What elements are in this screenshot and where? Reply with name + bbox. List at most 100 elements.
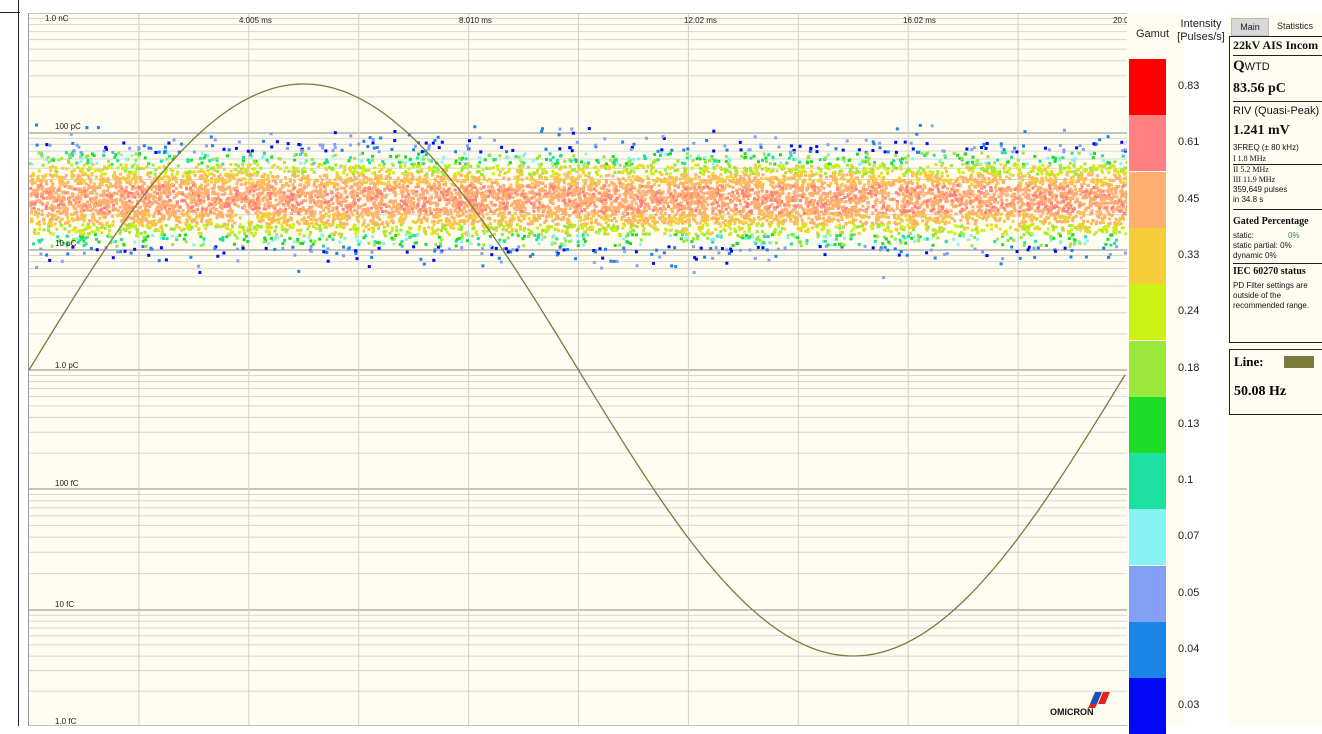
pulse-point	[719, 225, 722, 228]
pulse-point	[815, 145, 818, 148]
pulse-point	[800, 244, 803, 247]
pulse-point	[113, 171, 116, 174]
pulse-point	[112, 240, 115, 243]
pulse-point	[259, 167, 262, 170]
pulse-point	[362, 204, 365, 207]
pulse-point	[579, 219, 582, 222]
pulse-point	[342, 246, 345, 249]
pulse-point	[91, 163, 94, 166]
pulse-point	[515, 249, 518, 252]
pulse-point	[1052, 156, 1055, 159]
pulse-point	[158, 188, 161, 191]
pulse-point	[846, 173, 849, 176]
pulse-point	[297, 203, 300, 206]
pulse-point	[575, 182, 578, 185]
pulse-point	[153, 191, 156, 194]
pulse-point	[1036, 173, 1039, 176]
pulse-point	[515, 182, 518, 185]
pulse-point	[95, 192, 98, 195]
pulse-point	[276, 140, 279, 143]
pulse-point	[637, 205, 640, 208]
pulse-point	[632, 193, 635, 196]
pulse-point	[479, 150, 482, 153]
pulse-point	[594, 250, 597, 253]
pulse-point	[438, 195, 441, 198]
pulse-point	[853, 224, 856, 227]
pulse-point	[213, 186, 216, 189]
pulse-point	[431, 228, 434, 231]
pulse-point	[906, 254, 909, 257]
pulse-point	[235, 182, 238, 185]
pulse-point	[54, 166, 57, 169]
pulse-point	[455, 192, 458, 195]
pulse-point	[707, 229, 710, 232]
pulse-point	[89, 209, 92, 212]
pulse-point	[588, 172, 591, 175]
pulse-point	[822, 217, 825, 220]
pulse-point	[799, 145, 802, 148]
pulse-point	[984, 211, 987, 214]
pulse-point	[39, 248, 42, 251]
pulse-point	[186, 196, 189, 199]
pulse-point	[723, 145, 726, 148]
pulse-point	[183, 238, 186, 241]
pulse-point	[593, 261, 596, 264]
pulse-point	[777, 248, 780, 251]
pulse-point	[433, 208, 436, 211]
pulse-point	[208, 159, 211, 162]
pulse-point	[1056, 220, 1059, 223]
pulse-point	[712, 238, 715, 241]
pulse-point	[1093, 152, 1096, 155]
pulse-point	[759, 239, 762, 242]
pulse-point	[293, 154, 296, 157]
pulse-point	[1054, 176, 1057, 179]
pulse-point	[963, 209, 966, 212]
pulse-point	[394, 194, 397, 197]
pulse-point	[41, 209, 44, 212]
pulse-point	[745, 221, 748, 224]
pulse-point	[264, 203, 267, 206]
pulse-point	[936, 237, 939, 240]
pulse-point	[202, 170, 205, 173]
pulse-point	[846, 139, 849, 142]
pulse-point	[152, 215, 155, 218]
pulse-point	[29, 187, 32, 190]
pulse-point	[104, 227, 107, 230]
pulse-point	[653, 183, 656, 186]
pulse-point	[1005, 194, 1008, 197]
pulse-point	[234, 214, 237, 217]
pulse-point	[1016, 164, 1019, 167]
pulse-point	[977, 185, 980, 188]
pulse-point	[247, 169, 250, 172]
pulse-point	[371, 212, 374, 215]
pulse-point	[697, 154, 700, 157]
pulse-point	[788, 157, 791, 160]
pulse-point	[287, 142, 290, 145]
pulse-point	[488, 154, 491, 157]
pulse-point	[193, 151, 196, 154]
pulse-point	[517, 216, 520, 219]
pulse-point	[633, 167, 636, 170]
pulse-point	[270, 220, 273, 223]
pulse-point	[219, 164, 222, 167]
pulse-point	[965, 148, 968, 151]
pulse-point	[1079, 229, 1082, 232]
pulse-point	[1005, 175, 1008, 178]
pulse-point	[1098, 138, 1101, 141]
pulse-point	[706, 191, 709, 194]
pulse-point	[466, 219, 469, 222]
pulse-point	[632, 158, 635, 161]
pulse-point	[284, 176, 287, 179]
pulse-point	[439, 242, 442, 245]
pulse-point	[1079, 242, 1082, 245]
pulse-point	[1085, 256, 1088, 259]
pulse-point	[378, 150, 381, 153]
pulse-point	[1077, 175, 1080, 178]
pulse-point	[719, 230, 722, 233]
pulse-point	[332, 149, 335, 152]
pulse-point	[1005, 204, 1008, 207]
pulse-point	[519, 225, 522, 228]
pulse-point	[1097, 179, 1100, 182]
pulse-point	[467, 204, 470, 207]
